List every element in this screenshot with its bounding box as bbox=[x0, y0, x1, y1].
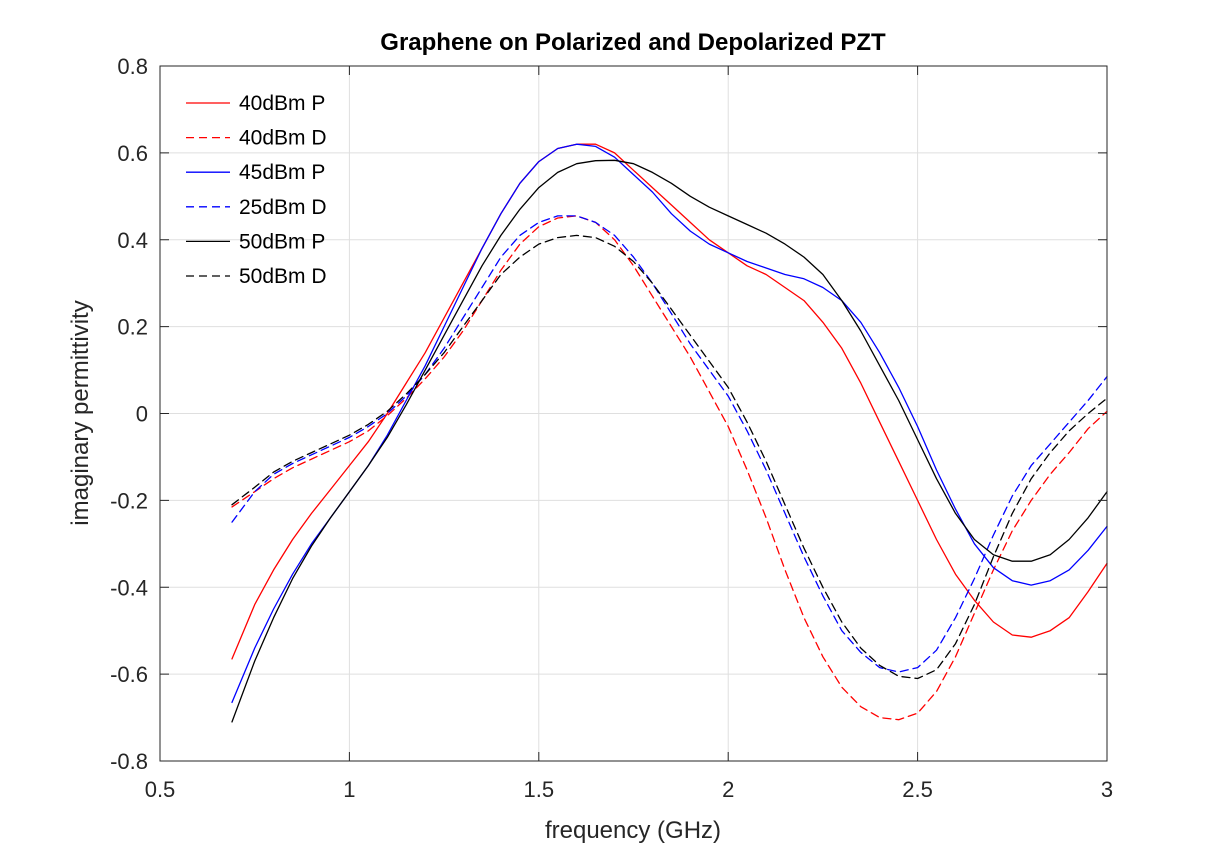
x-tick-label: 1.5 bbox=[524, 777, 555, 802]
y-axis-label: imaginary permittivity bbox=[67, 300, 94, 525]
legend: 40dBm P 40dBm D 45dBm P 25dBm D 50dBm P 50dBm… bbox=[186, 92, 327, 288]
legend-label: 45dBm P bbox=[239, 161, 325, 184]
legend-label: 40dBm D bbox=[239, 127, 327, 150]
series-line-0 bbox=[231, 143, 1108, 660]
y-tick-label: 0.4 bbox=[117, 228, 148, 253]
legend-label: 50dBm D bbox=[239, 265, 327, 288]
x-tick-label: 2 bbox=[722, 777, 734, 802]
x-tick-label: 2.5 bbox=[902, 777, 933, 802]
series-line-5 bbox=[231, 234, 1108, 680]
series-line-3 bbox=[231, 215, 1108, 673]
x-tick-label: 3 bbox=[1101, 777, 1113, 802]
y-tick-label: 0.8 bbox=[117, 54, 148, 79]
y-tick-label: -0.8 bbox=[110, 749, 148, 774]
x-tick-labels: 0.5 1 1.5 2 2.5 3 bbox=[145, 777, 1113, 802]
y-tick-label: 0.2 bbox=[117, 315, 148, 340]
series-line-1 bbox=[231, 215, 1108, 721]
y-tick-label: -0.2 bbox=[110, 488, 148, 513]
y-tick-label: -0.4 bbox=[110, 575, 148, 600]
y-tick-label: 0.6 bbox=[117, 141, 148, 166]
tick-marks bbox=[159, 65, 1108, 762]
series-group bbox=[231, 143, 1108, 723]
x-axis-label: frequency (GHz) bbox=[545, 817, 721, 844]
legend-label: 50dBm P bbox=[239, 230, 325, 253]
legend-label: 25dBm D bbox=[239, 196, 327, 219]
x-tick-label: 1 bbox=[343, 777, 355, 802]
x-tick-label: 0.5 bbox=[145, 777, 176, 802]
legend-label: 40dBm P bbox=[239, 92, 325, 115]
series-line-4 bbox=[231, 159, 1108, 723]
y-tick-label: -0.6 bbox=[110, 662, 148, 687]
y-tick-labels: -0.8 -0.6 -0.4 -0.2 0 0.2 0.4 0.6 0.8 bbox=[110, 54, 148, 774]
series-line-2 bbox=[231, 143, 1108, 704]
y-tick-label: 0 bbox=[136, 402, 148, 427]
chart-title: Graphene on Polarized and Depolarized PZ… bbox=[380, 29, 886, 56]
